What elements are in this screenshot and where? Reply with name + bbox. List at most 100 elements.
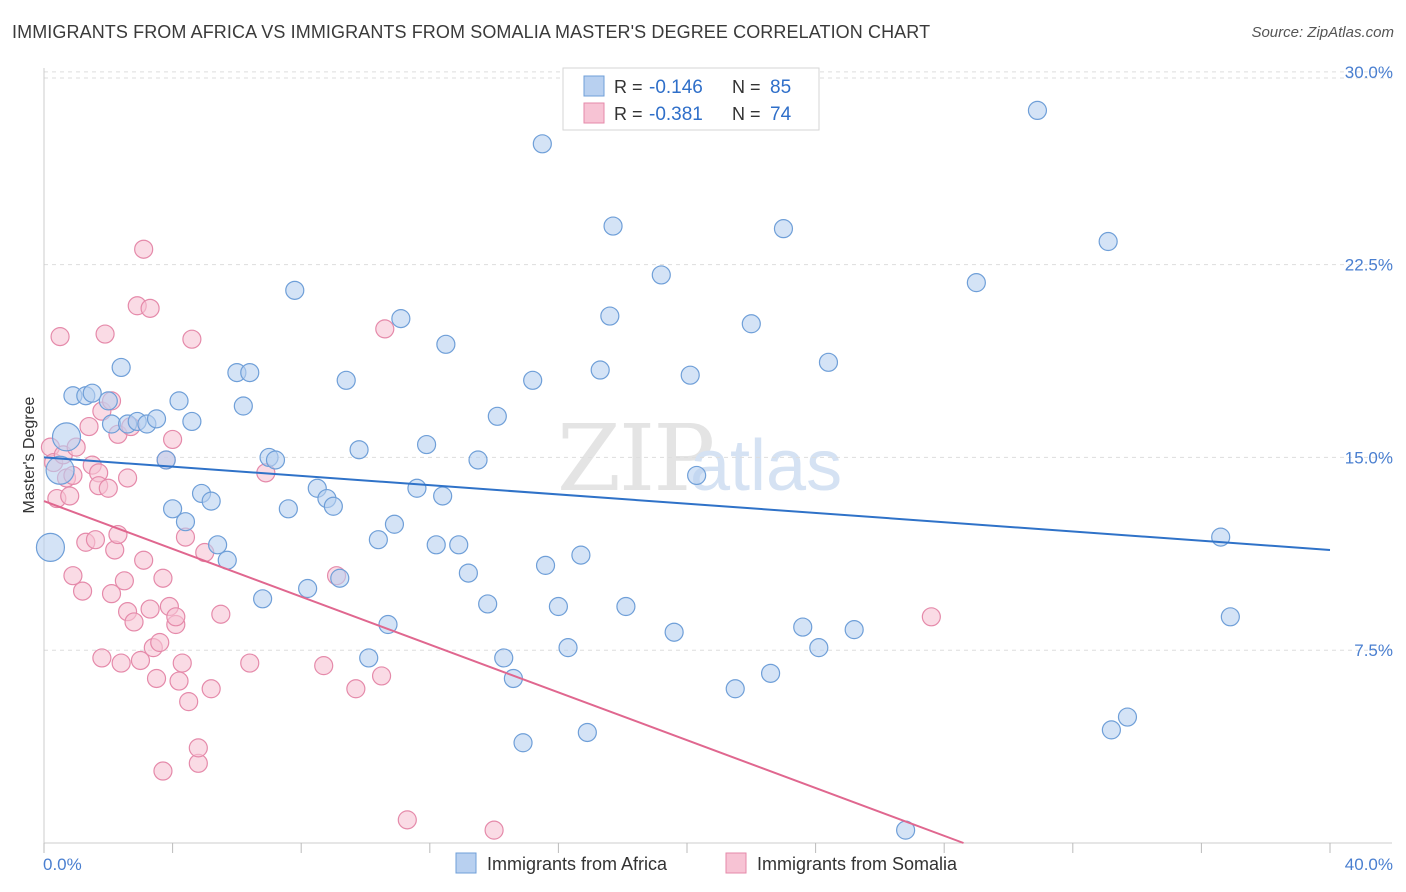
somalia-point [188, 738, 208, 758]
somalia-point [146, 668, 167, 689]
africa-point [558, 638, 578, 658]
legend-somalia-n-label: N = [732, 104, 761, 124]
legend-swatch-somalia [583, 102, 605, 124]
africa-point [1117, 707, 1138, 727]
somalia-point [201, 679, 221, 699]
somalia-point [140, 298, 160, 318]
africa-point [687, 465, 707, 486]
somalia-point [124, 612, 144, 632]
gridlines [44, 71, 1392, 651]
africa-point [240, 363, 260, 383]
somalia-point [182, 329, 202, 349]
africa-point [182, 411, 202, 432]
y-axis-title: Master's Degree [21, 396, 38, 513]
legend-somalia-r-label: R = [614, 104, 643, 124]
africa-point [391, 309, 411, 329]
africa-point [98, 391, 118, 411]
somalia-point [95, 324, 115, 344]
somalia-point [169, 671, 189, 691]
africa-point [571, 545, 591, 565]
africa-point [532, 134, 552, 154]
somalia-point [163, 429, 183, 450]
legend-somalia-n-value: 74 [770, 104, 792, 125]
somalia-point [153, 761, 173, 781]
africa-point [146, 409, 167, 429]
legend-africa-r-label: R = [614, 77, 643, 97]
series-somalia-points [40, 239, 941, 840]
legend-somalia-r-value: -0.381 [649, 104, 703, 125]
africa-point [433, 486, 453, 506]
africa-point [494, 648, 514, 668]
somalia-point [50, 327, 70, 347]
africa-point [651, 265, 671, 285]
africa-point [336, 370, 356, 390]
africa-point [384, 514, 405, 534]
africa-point [725, 679, 745, 699]
watermark-zip: ZIP [557, 405, 713, 512]
x-tick-label-max: 40.0% [1345, 855, 1393, 874]
x-ticks [43, 843, 1331, 853]
africa-point [201, 491, 221, 511]
africa-point [513, 733, 533, 753]
axes [43, 68, 1392, 844]
africa-point [169, 391, 189, 411]
africa-point [278, 499, 298, 519]
africa-point [548, 596, 569, 617]
africa-point [603, 216, 623, 236]
africa-point [378, 614, 398, 635]
africa-point [407, 478, 427, 498]
y-tick-label: 7.5% [1354, 641, 1393, 660]
africa-point [577, 722, 597, 743]
africa-point [523, 370, 543, 390]
africa-point [359, 648, 379, 668]
africa-point [844, 620, 864, 640]
somalia-point [153, 568, 173, 588]
y-tick-label: 15.0% [1345, 448, 1393, 467]
africa-point [298, 578, 318, 599]
somalia-point [371, 666, 392, 686]
legend-africa-n-label: N = [732, 77, 761, 97]
africa-point [478, 594, 498, 614]
africa-point [664, 622, 684, 642]
africa-point [468, 450, 488, 470]
africa-point [436, 334, 456, 354]
bottom-legend-swatch-africa [455, 852, 477, 874]
somalia-point [134, 239, 154, 259]
africa-point [330, 568, 350, 588]
somalia-point [92, 648, 112, 668]
africa-point [416, 434, 437, 455]
bottom-legend-swatch-somalia [725, 852, 747, 874]
watermark-atlas: atlas [690, 426, 842, 506]
africa-point [368, 530, 388, 550]
somalia-point [105, 540, 125, 560]
africa-point [1027, 100, 1048, 121]
somalia-point [172, 653, 192, 673]
africa-point [51, 422, 82, 452]
africa-point [760, 663, 781, 683]
bottom-legend-label-somalia: Immigrants from Somalia [757, 854, 958, 874]
somalia-point [63, 566, 83, 586]
africa-point [208, 535, 228, 555]
somalia-point [921, 607, 941, 627]
legend: R = -0.146 N = 85 R = -0.381 N = 74 [562, 67, 820, 131]
africa-point [1101, 720, 1121, 740]
somalia-point [60, 486, 80, 506]
y-tick-label: 22.5% [1345, 256, 1393, 275]
africa-point [101, 414, 122, 434]
somalia-point [240, 653, 260, 673]
somalia-point [98, 478, 118, 498]
somalia-point [85, 530, 106, 550]
somalia-point [79, 416, 99, 437]
somalia-point [130, 650, 151, 671]
somalia-point [114, 571, 134, 591]
africa-point [590, 360, 610, 380]
trendline-somalia [43, 500, 964, 844]
africa-point [809, 638, 829, 658]
africa-point [426, 535, 446, 555]
somalia-point [484, 820, 504, 840]
somalia-point [179, 692, 199, 712]
bottom-legend-label-africa: Immigrants from Africa [487, 854, 668, 874]
africa-point [111, 357, 131, 378]
africa-point [449, 535, 469, 555]
